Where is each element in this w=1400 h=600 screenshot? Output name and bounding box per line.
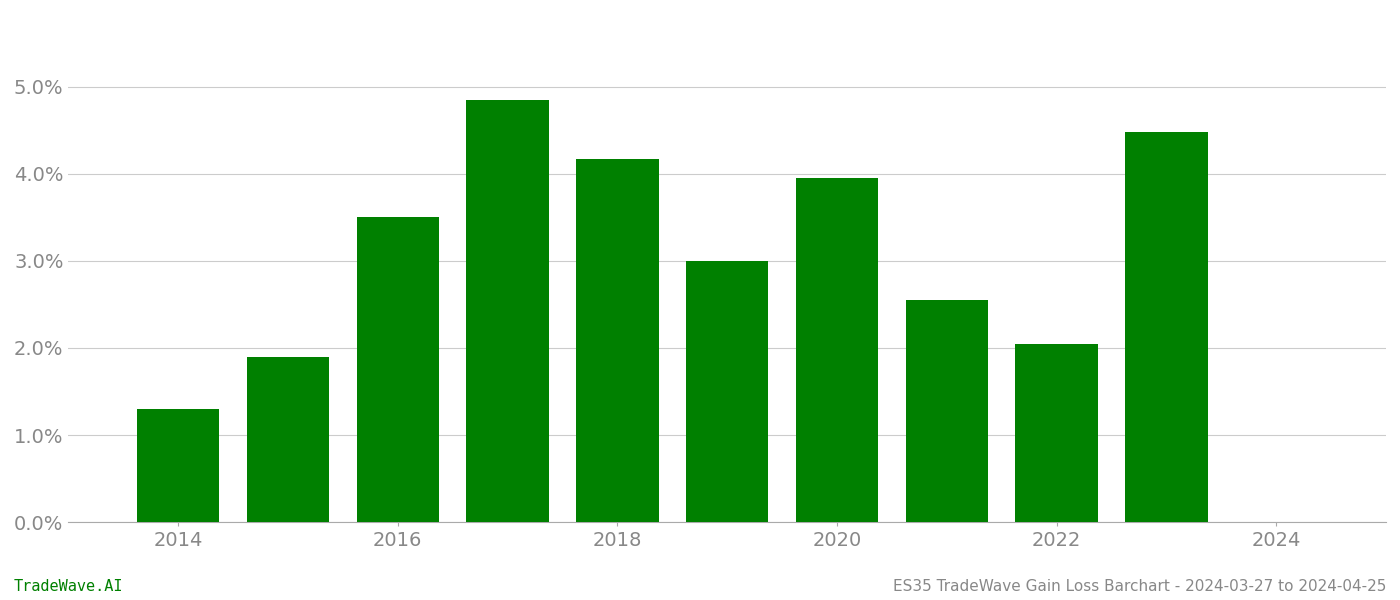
Bar [357,217,440,522]
Bar [466,100,549,522]
Bar [906,300,988,522]
Bar [795,178,878,522]
Bar [1126,132,1208,522]
Text: TradeWave.AI: TradeWave.AI [14,579,123,594]
Bar [686,261,769,522]
Bar [1015,344,1098,522]
Bar [577,159,658,522]
Bar [246,356,329,522]
Bar [137,409,220,522]
Text: ES35 TradeWave Gain Loss Barchart - 2024-03-27 to 2024-04-25: ES35 TradeWave Gain Loss Barchart - 2024… [893,579,1386,594]
